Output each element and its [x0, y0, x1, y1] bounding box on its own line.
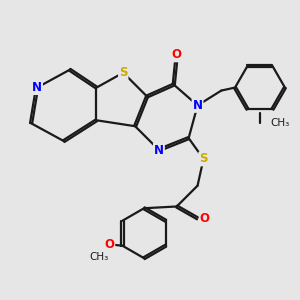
Text: CH₃: CH₃ [271, 118, 290, 128]
Text: S: S [119, 66, 128, 79]
Text: N: N [154, 143, 164, 157]
Text: CH₃: CH₃ [89, 252, 108, 262]
Text: O: O [172, 48, 182, 62]
Text: S: S [199, 152, 208, 165]
Text: O: O [200, 212, 210, 225]
Text: N: N [32, 81, 42, 94]
Text: O: O [104, 238, 114, 251]
Text: N: N [193, 99, 202, 112]
